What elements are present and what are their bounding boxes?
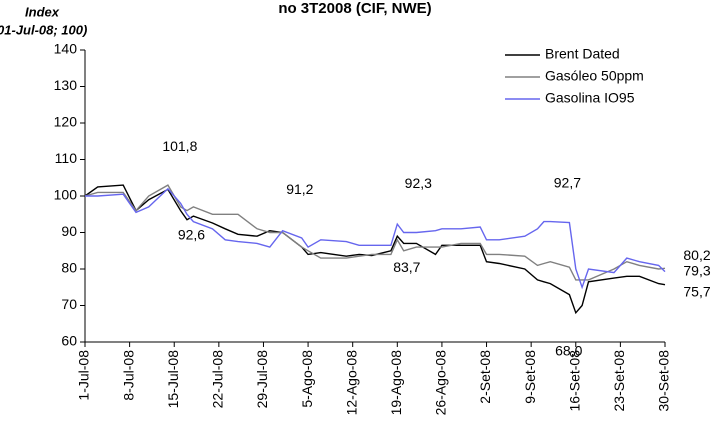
series-line xyxy=(85,187,666,290)
x-tick-label: 23-Set-08 xyxy=(611,350,627,412)
annotation: 91,2 xyxy=(286,181,313,197)
annotation: 80,2 xyxy=(683,247,710,263)
legend-label: Gasóleo 50ppm xyxy=(545,68,644,84)
annotation: 83,7 xyxy=(393,259,420,275)
y-tick-label: 80 xyxy=(61,260,77,276)
annotation: 75,7 xyxy=(683,283,710,299)
x-tick-label: 16-Set-08 xyxy=(566,350,582,412)
x-tick-label: 15-Jul-08 xyxy=(165,350,181,409)
x-tick-label: 26-Ago-08 xyxy=(433,350,449,416)
x-tick-label: 2-Set-08 xyxy=(477,350,493,404)
annotation: 92,3 xyxy=(405,175,432,191)
y-tick-label: 110 xyxy=(55,150,78,166)
x-tick-label: 12-Ago-08 xyxy=(343,350,359,416)
series-line xyxy=(84,184,666,315)
x-tick-label: 19-Ago-08 xyxy=(388,350,404,416)
legend-label: Gasolina IO95 xyxy=(545,90,635,106)
annotation: 92,7 xyxy=(554,174,581,190)
series-line xyxy=(84,184,666,281)
annotation: 92,6 xyxy=(178,227,205,243)
x-tick-label: 5-Ago-08 xyxy=(299,350,315,408)
x-tick-label: 22-Jul-08 xyxy=(210,350,226,409)
y-tick-label: 60 xyxy=(61,333,77,349)
y-tick-label: 130 xyxy=(54,77,78,93)
annotation: 68,0 xyxy=(555,343,582,359)
annotation: 79,3 xyxy=(683,262,710,278)
x-tick-label: 30-Set-08 xyxy=(656,350,672,412)
chart-title: no 3T2008 (CIF, NWE) xyxy=(278,0,431,17)
y-tick-label: 120 xyxy=(54,114,78,130)
y-tick-label: 70 xyxy=(61,296,77,312)
y-axis-label-sub: (01-Jul-08; 100) xyxy=(0,22,87,37)
y-tick-label: 90 xyxy=(61,223,77,239)
annotation: 101,8 xyxy=(162,138,197,154)
x-tick-label: 1-Jul-08 xyxy=(76,350,92,401)
legend-label: Brent Dated xyxy=(545,46,620,62)
y-tick-label: 140 xyxy=(54,41,78,57)
x-tick-label: 29-Jul-08 xyxy=(254,350,270,409)
x-tick-label: 9-Set-08 xyxy=(522,350,538,404)
y-tick-label: 100 xyxy=(54,187,78,203)
y-axis-label: Index xyxy=(25,4,60,19)
x-tick-label: 8-Jul-08 xyxy=(120,350,136,401)
